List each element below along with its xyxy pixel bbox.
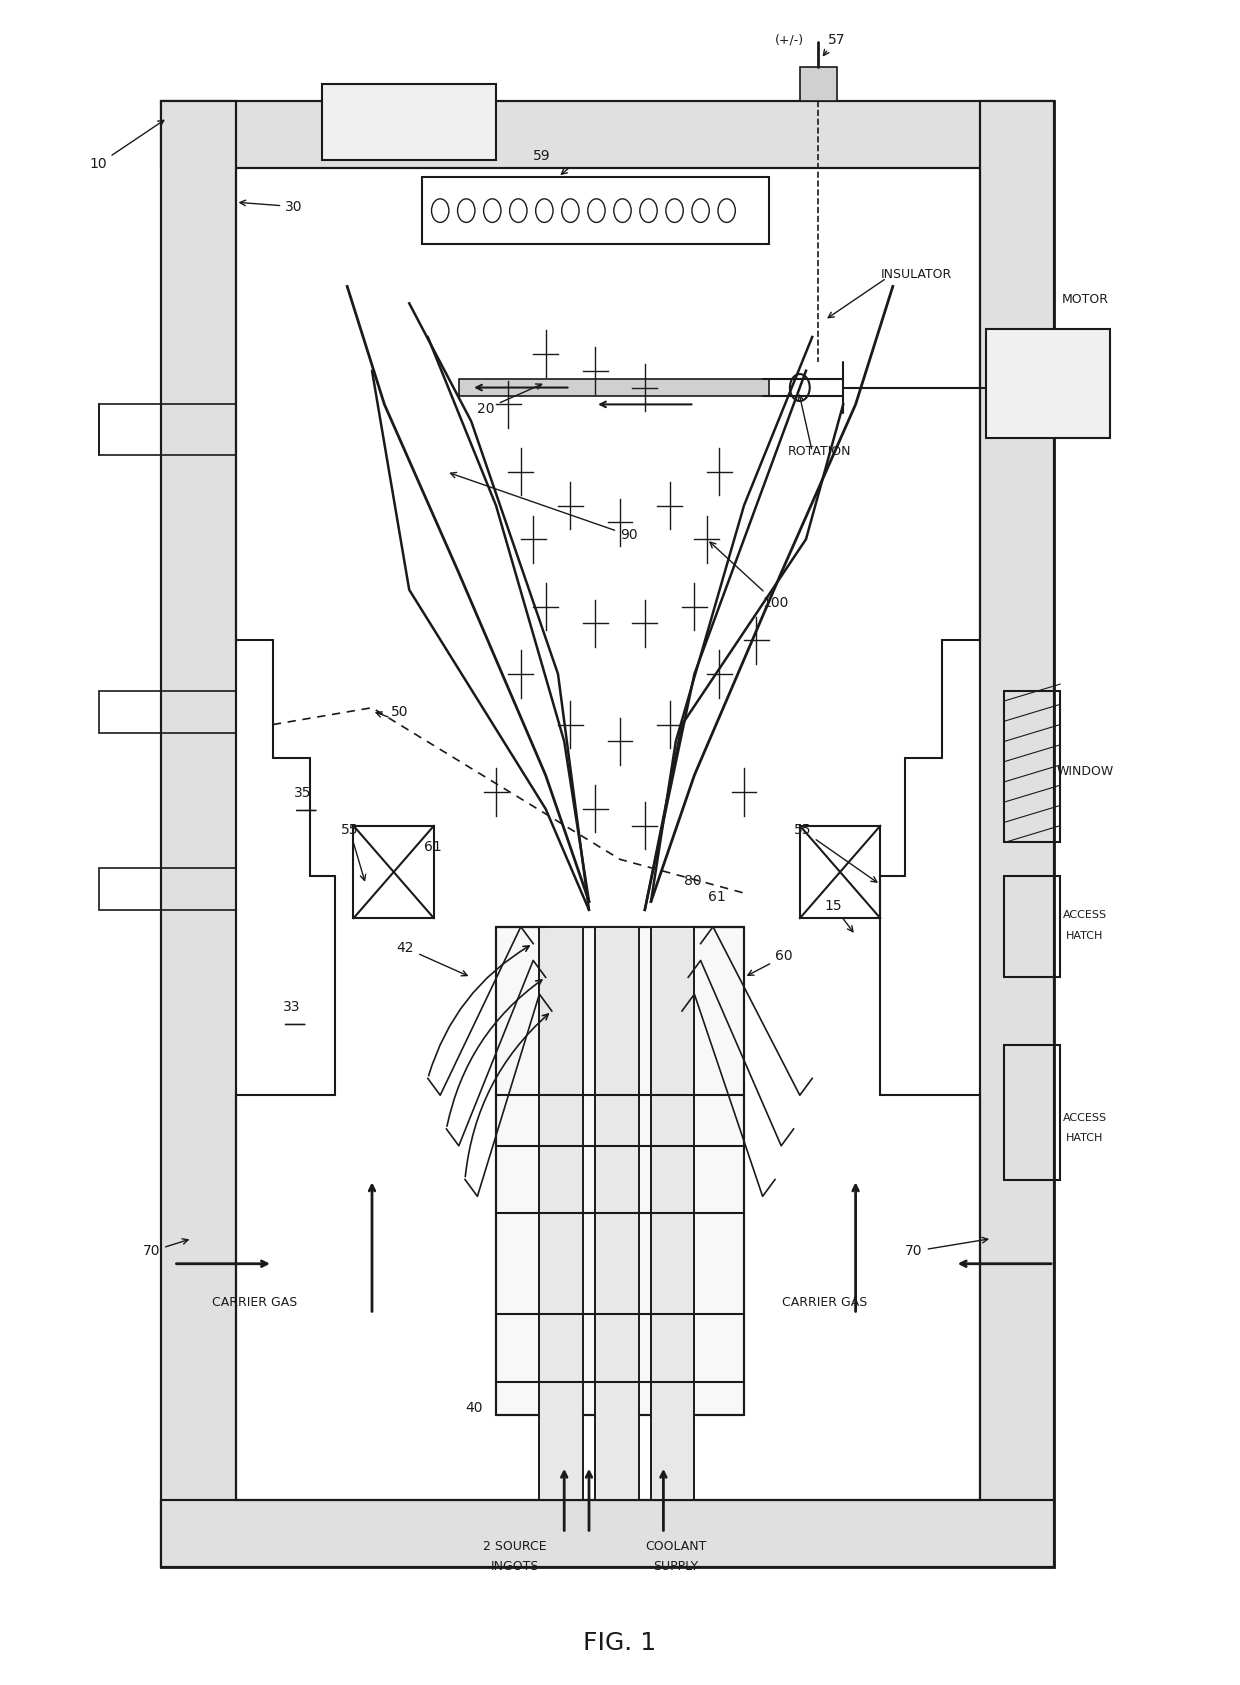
Bar [322, 84, 496, 160]
Text: ACCESS: ACCESS [1063, 910, 1107, 920]
Bar [353, 826, 434, 918]
Text: (+/-): (+/-) [775, 34, 804, 47]
Text: 80: 80 [684, 873, 702, 888]
Bar [1004, 876, 1060, 977]
Bar [161, 1500, 1054, 1567]
Text: 33: 33 [283, 999, 300, 1014]
Text: 40: 40 [465, 1400, 482, 1415]
Bar [595, 927, 639, 1500]
Bar [161, 101, 236, 1567]
Text: 100: 100 [711, 543, 789, 610]
Text: 30: 30 [239, 199, 303, 214]
Bar [161, 101, 236, 1567]
Bar [539, 927, 583, 1500]
Text: 61: 61 [708, 890, 725, 905]
Text: ACCESS: ACCESS [1063, 1112, 1107, 1122]
Text: CARRIER GAS: CARRIER GAS [782, 1296, 867, 1309]
Bar [980, 101, 1054, 1567]
Text: 70: 70 [905, 1237, 988, 1259]
Bar [800, 826, 880, 918]
Text: 42: 42 [397, 940, 467, 976]
Bar [161, 101, 1054, 168]
Text: 15: 15 [825, 898, 853, 932]
Bar [980, 101, 1054, 1567]
Bar [161, 101, 1054, 1567]
Bar [651, 927, 694, 1500]
Bar [161, 101, 1054, 168]
Text: INSULATOR: INSULATOR [880, 268, 951, 281]
Text: COOLANT: COOLANT [645, 1540, 707, 1554]
Polygon shape [459, 379, 769, 396]
Text: ROTATION: ROTATION [787, 445, 851, 458]
Text: 50: 50 [391, 704, 408, 719]
Text: MOTOR: MOTOR [1061, 293, 1109, 307]
Text: 61: 61 [424, 839, 441, 854]
Text: 59: 59 [533, 148, 551, 163]
Text: 55: 55 [341, 822, 366, 881]
Text: 2 SOURCE: 2 SOURCE [482, 1540, 547, 1554]
Text: FIG. 1: FIG. 1 [584, 1631, 656, 1655]
Bar [1004, 691, 1060, 842]
Text: 55: 55 [794, 822, 877, 883]
Text: 70: 70 [143, 1238, 188, 1259]
Bar [496, 927, 744, 1415]
Bar [1004, 1045, 1060, 1180]
Text: SUPPLY: SUPPLY [653, 1560, 698, 1574]
Bar [651, 927, 694, 1500]
Text: CARRIER GAS: CARRIER GAS [212, 1296, 296, 1309]
Text: WINDOW: WINDOW [1056, 765, 1114, 778]
Bar [422, 177, 769, 244]
Bar [99, 691, 236, 733]
Bar [99, 868, 236, 910]
Text: 57: 57 [828, 32, 846, 47]
Bar [595, 927, 639, 1500]
Text: 60: 60 [748, 949, 792, 976]
Bar [986, 329, 1110, 438]
Bar [496, 927, 744, 1415]
Bar [161, 1500, 1054, 1567]
Bar [539, 927, 583, 1500]
Text: 10: 10 [89, 120, 164, 172]
Text: HATCH: HATCH [1066, 930, 1104, 940]
Text: INGOTS: INGOTS [490, 1560, 539, 1574]
Bar [800, 67, 837, 101]
Text: 35: 35 [294, 785, 311, 800]
Text: 20: 20 [477, 384, 542, 416]
Text: HATCH: HATCH [1066, 1132, 1104, 1142]
Bar [99, 404, 236, 455]
Text: 90: 90 [450, 472, 637, 543]
